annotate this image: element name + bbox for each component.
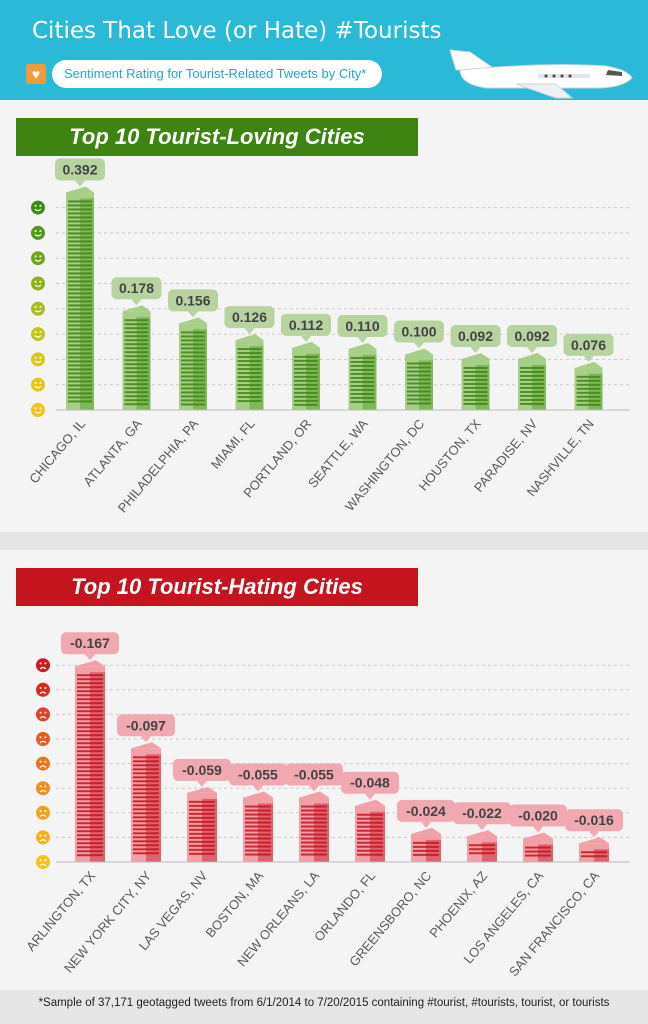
frowny-face-icon	[36, 732, 50, 746]
airplane-icon	[449, 49, 633, 99]
value-label-9: 0.092	[507, 324, 557, 353]
value-label-text: 0.392	[62, 161, 97, 177]
value-label-3: 0.156	[168, 289, 218, 318]
bar-6	[348, 342, 377, 410]
value-label-text: -0.055	[238, 767, 278, 783]
frowny-face-icon	[36, 855, 50, 869]
category-label-6: SEATTLE, WA	[305, 416, 371, 491]
value-label-text: 0.156	[175, 292, 210, 308]
value-label-text: 0.178	[119, 280, 154, 296]
hating-chart-title: Top 10 Tourist-Hating Cities	[16, 568, 418, 606]
frowny-face-icon	[36, 707, 50, 722]
bar-1	[66, 186, 94, 410]
value-label-2: -0.097	[117, 714, 175, 743]
value-label-text: 0.110	[345, 318, 379, 334]
value-label-text: 0.126	[232, 309, 267, 325]
value-label-4: -0.055	[229, 763, 287, 792]
value-label-4: 0.126	[224, 306, 275, 335]
value-label-2: 0.178	[111, 277, 162, 306]
smiley-face-icon	[31, 352, 45, 367]
value-label-text: -0.020	[518, 808, 558, 824]
smiley-face-icon	[31, 200, 45, 215]
smiley-face-icon	[31, 327, 45, 342]
value-label-1: 0.392	[55, 158, 105, 187]
value-label-text: -0.048	[350, 775, 390, 791]
footnote: *Sample of 37,171 geotagged tweets from …	[38, 997, 610, 1009]
value-label-text: -0.022	[462, 805, 502, 821]
frowny-face-icon	[36, 830, 50, 845]
bar-1	[75, 660, 105, 862]
bar-10	[579, 837, 609, 862]
bar-7	[405, 348, 433, 410]
bar-10	[574, 361, 603, 410]
bar-6	[355, 799, 385, 862]
value-label-7: -0.024	[397, 799, 455, 828]
value-label-10: 0.076	[563, 333, 614, 362]
value-label-text: 0.092	[514, 328, 549, 344]
loving-chart-title: Top 10 Tourist-Loving Cities	[16, 118, 418, 156]
smiley-face-icon	[31, 403, 45, 417]
value-label-text: -0.059	[182, 762, 222, 778]
value-label-6: 0.110	[337, 314, 388, 343]
bar-9	[523, 832, 553, 862]
frowny-face-icon	[36, 682, 50, 697]
value-label-8: -0.022	[453, 802, 511, 831]
subtitle-pill: Sentiment Rating for Tourist-Related Twe…	[52, 60, 383, 88]
category-label-8: PHOENIX, AZ	[426, 868, 490, 940]
value-label-text: -0.167	[70, 635, 110, 651]
value-label-text: -0.097	[126, 717, 166, 733]
value-label-7: 0.100	[394, 320, 444, 349]
bar-4	[235, 334, 264, 410]
category-label-1: CHICAGO, IL	[26, 416, 88, 486]
bar-9	[518, 352, 546, 410]
bar-2	[122, 305, 151, 410]
frowny-face-icon	[36, 756, 50, 771]
bar-5	[292, 341, 320, 410]
value-label-5: -0.055	[285, 763, 343, 792]
frowny-face-icon	[36, 781, 50, 796]
heart-icon: ♥	[26, 64, 46, 84]
bar-7	[411, 827, 441, 862]
bar-8	[461, 352, 490, 410]
category-label-4: MIAMI, FL	[208, 416, 258, 472]
bar-2	[131, 742, 161, 862]
category-label-2: ATLANTA, GA	[80, 416, 145, 489]
value-label-10: -0.016	[565, 809, 623, 838]
value-label-text: 0.112	[289, 317, 323, 333]
smiley-face-icon	[31, 301, 45, 316]
value-label-text: 0.092	[458, 328, 493, 344]
bar-3	[187, 786, 217, 862]
category-label-4: BOSTON, MA	[202, 868, 266, 940]
value-label-text: -0.055	[294, 767, 334, 783]
smiley-face-icon	[31, 276, 45, 291]
bar-4	[243, 791, 273, 862]
value-label-5: 0.112	[281, 313, 331, 342]
value-label-1: -0.167	[61, 632, 119, 661]
value-label-6: -0.048	[341, 771, 399, 800]
smiley-face-icon	[31, 225, 45, 240]
value-label-text: -0.024	[406, 803, 446, 819]
value-label-3: -0.059	[173, 758, 231, 787]
value-label-9: -0.020	[509, 804, 567, 833]
frowny-face-icon	[36, 805, 50, 820]
smiley-face-icon	[31, 251, 45, 266]
value-label-text: 0.100	[401, 324, 436, 340]
bar-8	[467, 830, 497, 862]
value-label-text: -0.016	[574, 812, 614, 828]
smiley-face-icon	[31, 377, 45, 392]
value-label-text: 0.076	[571, 337, 606, 353]
bar-5	[299, 791, 329, 862]
value-label-8: 0.092	[450, 324, 501, 353]
frowny-face-icon	[36, 658, 50, 673]
page-title: Cities That Love (or Hate) #Tourists	[32, 18, 442, 44]
bar-3	[179, 317, 207, 410]
